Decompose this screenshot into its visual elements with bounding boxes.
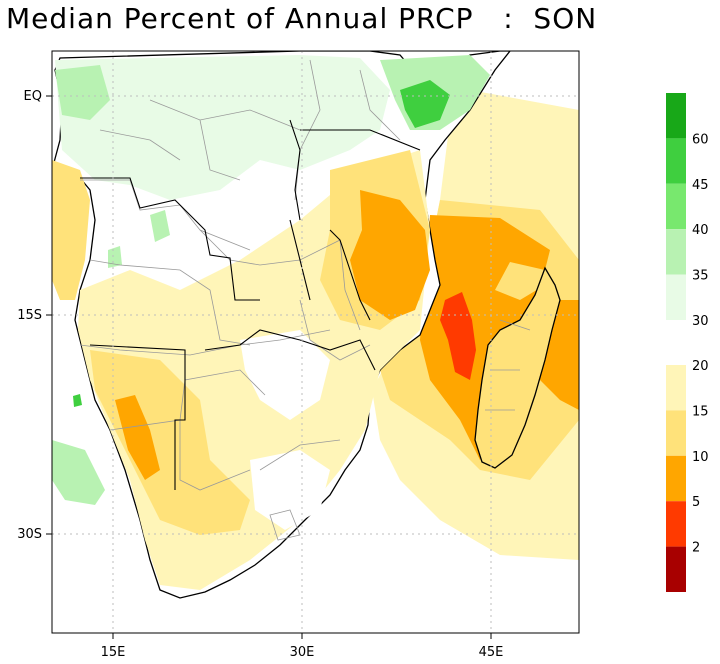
colorbar-upper-box-4 [666, 274, 686, 320]
land-white-interior [240, 330, 330, 420]
land-green-light [55, 55, 390, 200]
axis-ticks [46, 95, 492, 639]
colorbar-lower-box-4 [666, 546, 686, 592]
map-frame [51, 50, 580, 634]
map-panel [52, 51, 579, 633]
ocean-green-west [52, 440, 105, 505]
ocean-yellow-west [52, 160, 90, 300]
land-green-spot-1 [150, 210, 170, 242]
colorbar-label-20: 20 [692, 359, 709, 374]
national-borders [80, 119, 421, 490]
colorbar-lower-box-0 [666, 365, 686, 411]
colorbar-upper-box-3 [666, 229, 686, 275]
ocean-shading-red [440, 292, 476, 380]
land-white-south [250, 450, 330, 530]
lat-label-30s: 30S [17, 527, 42, 542]
admin-borders [79, 59, 531, 541]
land-green-spot-2 [108, 246, 122, 268]
madagascar [474, 266, 561, 469]
colorbar-label-30: 30 [692, 314, 709, 329]
colorbar-upper-box-2 [666, 183, 686, 230]
colorbar-label-45: 45 [692, 178, 709, 193]
lon-label-15e: 15E [101, 645, 126, 660]
colorbar-label-60: 60 [692, 132, 709, 147]
lon-label-30e: 30E [290, 645, 315, 660]
land-green-medium [55, 65, 110, 120]
colorbar-label-10: 10 [692, 450, 709, 465]
colorbar-lower-box-2 [666, 455, 686, 502]
colorbar-label-5: 5 [692, 495, 700, 510]
ocean-green-spot [73, 394, 82, 407]
colorbar-lower-box-3 [666, 501, 686, 547]
colorbar-lower-box-1 [666, 410, 686, 456]
lon-label-45e: 45E [479, 645, 504, 660]
colorbar: 60 45 40 35 30 20 15 10 5 2 [666, 93, 709, 592]
colorbar-upper-box-1 [666, 138, 686, 184]
lat-label-15s: 15S [17, 308, 42, 323]
colorbar-upper-box-0 [666, 93, 686, 139]
land-green-dark [400, 80, 450, 128]
colorbar-label-15: 15 [692, 404, 709, 419]
gridlines [52, 51, 579, 633]
land-orange-namibia [115, 395, 160, 480]
colorbar-label-35: 35 [692, 269, 709, 284]
colorbar-label-2: 2 [692, 541, 700, 556]
map-title: Median Percent of Annual PRCP : SON [6, 2, 598, 35]
colorbar-label-40: 40 [692, 223, 709, 238]
lat-label-eq: EQ [24, 89, 42, 104]
land-orange-east [350, 190, 430, 320]
